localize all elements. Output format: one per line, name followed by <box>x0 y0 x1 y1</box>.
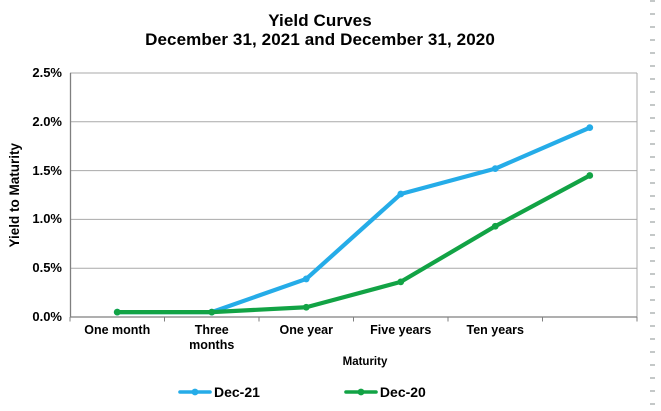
chart-title: Yield Curves December 31, 2021 and Decem… <box>0 11 640 49</box>
x-category-label: Three months <box>189 323 235 352</box>
y-tick-label: 0.0% <box>32 309 62 324</box>
legend-line-marker-icon <box>178 388 212 396</box>
chart-title-line1: Yield Curves <box>268 11 372 30</box>
data-point <box>586 124 594 132</box>
x-axis-title: Maturity <box>342 356 388 368</box>
series-line-dec-20 <box>113 172 594 316</box>
legend: Dec-21 Dec-20 <box>178 384 426 400</box>
plot-area <box>69 72 638 322</box>
legend-item-dec-20: Dec-20 <box>344 384 426 400</box>
y-tick-label: 2.0% <box>32 113 62 129</box>
y-axis-tick-labels: 0.0% 0.5% 1.0% 1.5% 2.0% 2.5% <box>0 65 63 324</box>
y-tick-label: 1.5% <box>32 162 62 178</box>
data-point <box>302 275 310 283</box>
data-point <box>113 308 121 316</box>
x-category-label: Five years <box>370 323 432 337</box>
x-category-label: One month <box>84 323 151 337</box>
legend-label: Dec-21 <box>214 384 260 400</box>
y-tick-label: 1.0% <box>32 211 62 227</box>
data-point <box>491 222 499 230</box>
x-axis-ticks <box>69 317 638 322</box>
scan-artifact-dotted-edge <box>650 0 655 411</box>
y-tick-label: 0.5% <box>32 260 62 276</box>
x-axis-category-labels: One month Three months One year Five years T… <box>70 323 637 355</box>
legend-item-dec-21: Dec-21 <box>178 384 260 400</box>
legend-label: Dec-20 <box>379 384 426 400</box>
x-category-label: Ten years <box>466 323 524 337</box>
y-tick-label: 2.5% <box>32 65 62 80</box>
x-category-label: One year <box>279 323 333 337</box>
legend-line-marker-icon <box>344 388 378 396</box>
data-point <box>302 303 310 311</box>
data-point <box>208 308 216 316</box>
data-point <box>491 165 499 173</box>
data-point <box>397 190 405 198</box>
data-point <box>586 172 594 179</box>
chart-title-line2: December 31, 2021 and December 31, 2020 <box>145 30 495 49</box>
data-point <box>397 278 405 286</box>
